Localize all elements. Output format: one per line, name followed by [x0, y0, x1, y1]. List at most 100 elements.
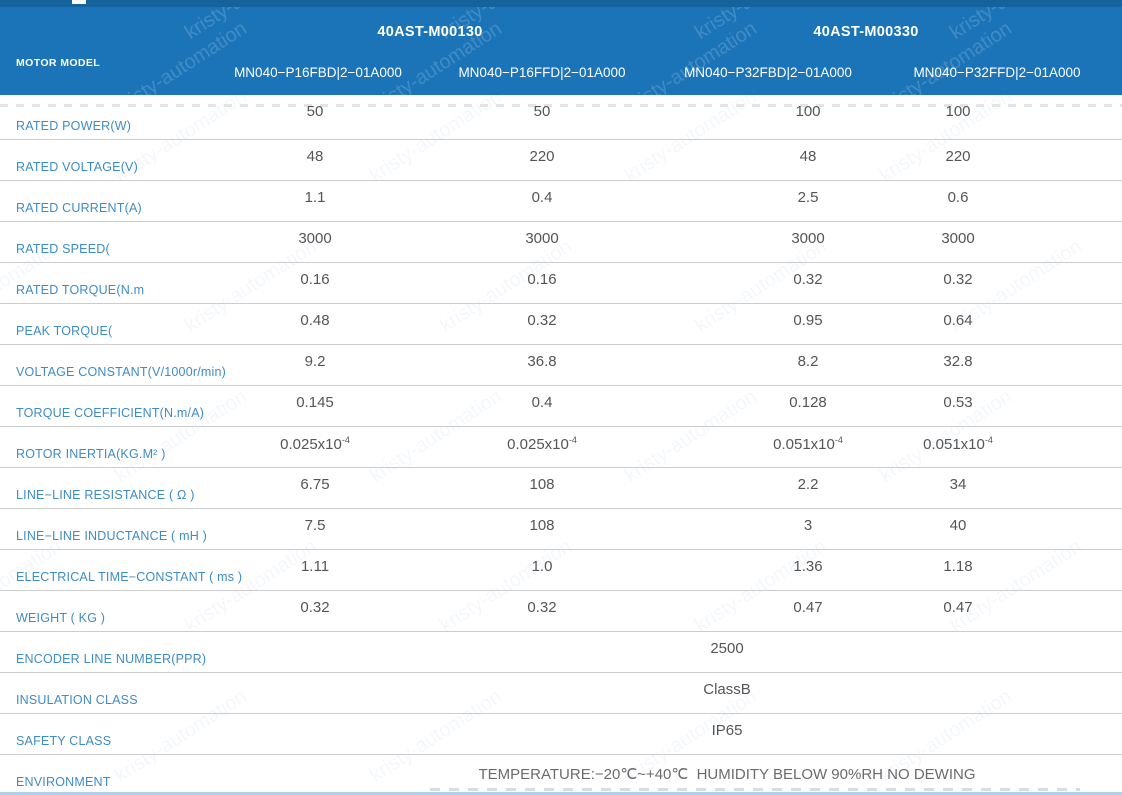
spec-value: 0.051x10-4 — [923, 435, 993, 453]
spec-value: 220 — [945, 148, 971, 165]
model-name-3: MN040−P32FBD|2−01A000 — [684, 65, 852, 80]
spec-value: 34 — [949, 476, 967, 493]
spec-value: 100 — [945, 103, 971, 120]
table-row-encoder-line-number: ENCODER LINE NUMBER(PPR) 2500 — [0, 632, 1122, 673]
spec-label: PEAK TORQUE( — [16, 324, 113, 338]
table-row-voltage-constant: VOLTAGE CONSTANT(V/1000r/min) 9.2 36.8 8… — [0, 345, 1122, 386]
spec-value: 1.0 — [531, 558, 553, 575]
spec-value: 48 — [306, 148, 324, 165]
spec-label: INSULATION CLASS — [16, 693, 138, 707]
spec-value: 1.1 — [304, 189, 326, 206]
table-row-peak-torque: PEAK TORQUE( 0.48 0.32 0.95 0.64 — [0, 304, 1122, 345]
spec-value: 8.2 — [797, 353, 819, 370]
spec-label: RATED SPEED( — [16, 242, 110, 256]
spec-value: 6.75 — [300, 476, 330, 493]
spec-value: 0.4 — [531, 394, 553, 411]
table-row-electrical-time-constant: ELECTRICAL TIME−CONSTANT ( ms ) 1.11 1.0… — [0, 550, 1122, 591]
table-row-rated-current: RATED CURRENT(A) 1.1 0.4 2.5 0.6 — [0, 181, 1122, 222]
spec-value: 108 — [529, 476, 555, 493]
spec-label: LINE−LINE RESISTANCE ( Ω ) — [16, 488, 195, 502]
dashed-separator-top — [0, 104, 1122, 107]
table-row-rated-speed: RATED SPEED( 3000 3000 3000 3000 — [0, 222, 1122, 263]
spec-value: 3000 — [525, 230, 559, 247]
spec-value: 0.32 — [943, 271, 973, 288]
spec-value: 9.2 — [304, 353, 326, 370]
spec-value: 220 — [529, 148, 555, 165]
spec-value: 48 — [799, 148, 817, 165]
spec-value: 108 — [529, 517, 555, 534]
spec-value: 36.8 — [527, 353, 557, 370]
spec-value: 0.53 — [943, 394, 973, 411]
table-row-rated-voltage: RATED VOLTAGE(V) 48 220 48 220 — [0, 140, 1122, 181]
top-notch — [72, 0, 86, 4]
spec-label: VOLTAGE CONSTANT(V/1000r/min) — [16, 365, 227, 379]
spec-value-spanning: IP65 — [711, 722, 743, 739]
spec-label: ENCODER LINE NUMBER(PPR) — [16, 652, 207, 666]
spec-value: 0.051x10-4 — [773, 435, 843, 453]
spec-label: ELECTRICAL TIME−CONSTANT ( ms ) — [16, 570, 243, 584]
spec-value: 0.95 — [793, 312, 823, 329]
top-strip — [0, 0, 1122, 7]
spec-value: 0.025x10-4 — [280, 435, 350, 453]
spec-value: 0.47 — [793, 599, 823, 616]
table-row-line-inductance: LINE−LINE INDUCTANCE ( mH ) 7.5 108 3 40 — [0, 509, 1122, 550]
spec-value: 0.025x10-4 — [507, 435, 577, 453]
spec-value: 32.8 — [943, 353, 973, 370]
spec-label: RATED POWER(W) — [16, 119, 132, 133]
table-row-line-resistance: LINE−LINE RESISTANCE ( Ω ) 6.75 108 2.2 … — [0, 468, 1122, 509]
spec-value: 0.32 — [300, 599, 330, 616]
spec-value: 0.48 — [300, 312, 330, 329]
table-row-insulation-class: INSULATION CLASS ClassB — [0, 673, 1122, 714]
spec-value: 0.32 — [527, 312, 557, 329]
spec-label: SAFETY CLASS — [16, 734, 112, 748]
spec-label: TORQUE COEFFICIENT(N.m/A) — [16, 406, 205, 420]
spec-value: 0.128 — [789, 394, 827, 411]
model-name-1: MN040−P16FBD|2−01A000 — [234, 65, 402, 80]
spec-value: 3000 — [298, 230, 332, 247]
table-header: kristy-automation kristy-automation kristy… — [0, 7, 1122, 95]
spec-value: 0.145 — [296, 394, 334, 411]
spec-value: 1.36 — [793, 558, 823, 575]
dashed-separator-bottom — [430, 788, 1080, 791]
spec-label: ROTOR INERTIA(KG.M² ) — [16, 447, 166, 461]
spec-label: RATED CURRENT(A) — [16, 201, 142, 215]
spec-value-spanning: ClassB — [703, 681, 751, 698]
spec-value: 0.16 — [300, 271, 330, 288]
spec-value: 3 — [803, 517, 813, 534]
table-row-environment: ENVIRONMENT TEMPERATURE:−20℃~+40℃ HUMIDI… — [0, 755, 1122, 795]
spec-value: 100 — [795, 103, 821, 120]
spec-value: 1.18 — [943, 558, 973, 575]
spec-value: 50 — [533, 103, 551, 120]
spec-value: 40 — [949, 517, 967, 534]
spec-value: 0.47 — [943, 599, 973, 616]
table-row-safety-class: SAFETY CLASS IP65 — [0, 714, 1122, 755]
spec-table-body: RATED POWER(W) 50 50 100 100 RATED VOLTA… — [0, 95, 1122, 795]
model-name-2: MN040−P16FFD|2−01A000 — [458, 65, 626, 80]
spec-value: 2.2 — [797, 476, 819, 493]
spec-label: ENVIRONMENT — [16, 775, 111, 789]
spec-label: LINE−LINE INDUCTANCE ( mH ) — [16, 529, 207, 543]
spec-value: 2.5 — [797, 189, 819, 206]
spec-value: 0.64 — [943, 312, 973, 329]
spec-value: 3000 — [791, 230, 825, 247]
spec-value: 0.6 — [947, 189, 969, 206]
spec-value: 0.16 — [527, 271, 557, 288]
spec-value: 50 — [306, 103, 324, 120]
spec-value-spanning: TEMPERATURE:−20℃~+40℃ HUMIDITY BELOW 90%… — [478, 766, 976, 783]
motor-model-label: MOTOR MODEL — [16, 57, 101, 69]
watermark-text: kristy-automation — [0, 7, 66, 45]
spec-value: 0.4 — [531, 189, 553, 206]
table-row-weight: WEIGHT ( KG ) 0.32 0.32 0.47 0.47 — [0, 591, 1122, 632]
spec-value: 7.5 — [304, 517, 326, 534]
spec-value: 0.32 — [527, 599, 557, 616]
model-group-title-2: 40AST-M00330 — [813, 24, 919, 40]
table-row-rated-torque: RATED TORQUE(N.m 0.16 0.16 0.32 0.32 — [0, 263, 1122, 304]
table-row-torque-coefficient: TORQUE COEFFICIENT(N.m/A) 0.145 0.4 0.12… — [0, 386, 1122, 427]
model-group-title-1: 40AST-M00130 — [377, 24, 483, 40]
spec-value: 1.11 — [300, 558, 330, 575]
table-row-rated-power: RATED POWER(W) 50 50 100 100 — [0, 95, 1122, 140]
spec-value: 0.32 — [793, 271, 823, 288]
spec-value-spanning: 2500 — [710, 640, 744, 657]
spec-label: RATED TORQUE(N.m — [16, 283, 145, 297]
